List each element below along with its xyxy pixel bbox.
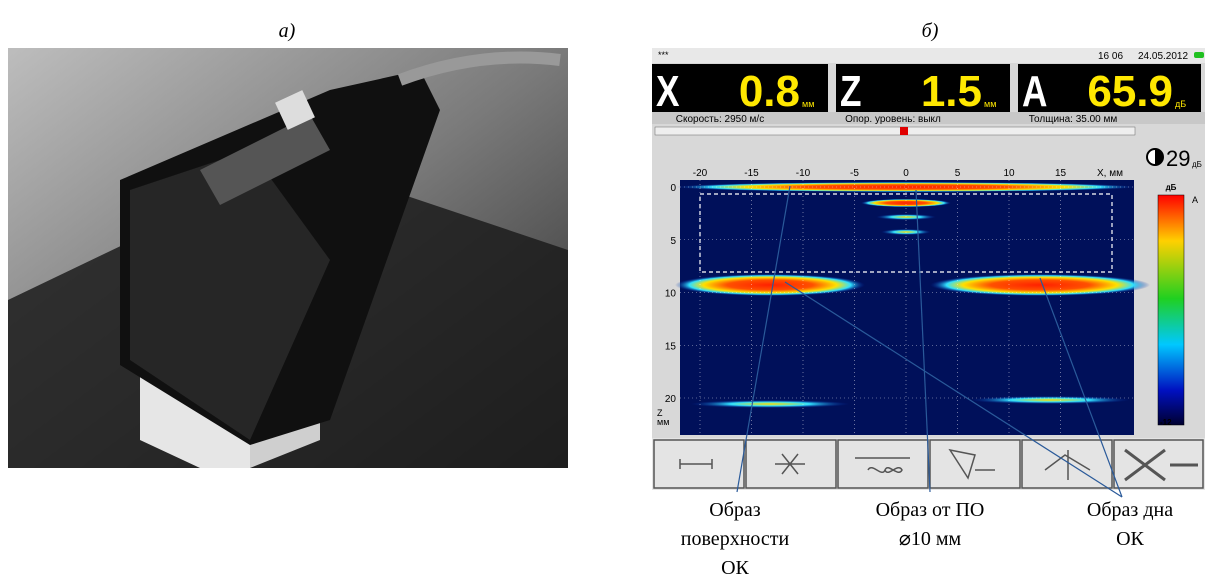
gain-value: 29 — [1166, 146, 1190, 171]
slider-thumb[interactable] — [900, 127, 908, 135]
status-date: 24.05.2012 — [1138, 51, 1188, 62]
readout-value: 65.9 — [1087, 67, 1173, 116]
x-tick-label: -15 — [744, 168, 759, 179]
x-axis-label: X, мм — [1097, 168, 1123, 179]
annotations: Образ поверхности ОК Образ от ПО ⌀10 мм Образ… — [681, 499, 1173, 579]
panel-label: б) — [922, 20, 939, 42]
z-tick-label: 15 — [665, 341, 677, 352]
info-row: Скорость: 2950 м/с Опор. уровень: выкл Тол… — [676, 114, 1118, 125]
info-text: Опор. уровень: выкл — [845, 114, 941, 125]
x-tick-label: 0 — [903, 168, 909, 179]
gain-unit: дБ — [1192, 160, 1202, 169]
figure: а) б) *** 16 06 24.05.2012 X0.8ммZ1.5ммA… — [0, 0, 1205, 583]
annotation-text: ОК — [721, 557, 749, 579]
colorbar-marker: A — [1192, 195, 1198, 205]
readout-name: Z — [840, 67, 862, 116]
status-time: 16 06 — [1098, 51, 1123, 62]
info-text: Скорость: 2950 м/с — [676, 114, 764, 125]
x-tick-label: 10 — [1003, 168, 1015, 179]
readout-unit: мм — [802, 99, 814, 109]
colorbar-unit: дБ — [1166, 183, 1177, 192]
colorbar — [1158, 195, 1184, 425]
status-marker: *** — [658, 50, 669, 60]
z-tick-label: 10 — [665, 289, 677, 300]
colorbar-min: -12 — [1160, 418, 1172, 427]
x-tick-label: -10 — [796, 168, 811, 179]
z-tick-label: 0 — [670, 183, 676, 194]
readout-unit: мм — [984, 99, 996, 109]
readout-name: A — [1022, 67, 1047, 116]
z-tick-label: 5 — [670, 236, 676, 247]
x-tick-label: -5 — [850, 168, 859, 179]
readout-value: 1.5 — [921, 67, 982, 116]
annotation-text: ⌀10 мм — [899, 528, 962, 550]
slider[interactable] — [655, 127, 1135, 135]
x-tick-label: -20 — [693, 168, 708, 179]
readout-value: 0.8 — [739, 67, 800, 116]
z-axis-label: мм — [657, 417, 669, 427]
readout-name: X — [656, 67, 680, 116]
photo — [8, 48, 568, 468]
body: а) б) *** 16 06 24.05.2012 X0.8ммZ1.5ммA… — [0, 0, 1205, 583]
battery-icon — [1194, 52, 1204, 58]
x-tick-label: 15 — [1055, 168, 1067, 179]
annotation-text: Образ от ПО — [876, 499, 985, 521]
annotation-text: Образ дна — [1087, 499, 1173, 521]
panel-label: а) — [279, 20, 296, 42]
page: Figure {"panels": {"a": {"label": "а)"},… — [0, 0, 1205, 583]
readout-unit: дБ — [1175, 99, 1186, 109]
annotation-text: Образ — [709, 499, 760, 521]
info-text: Толщина: 35.00 мм — [1029, 114, 1118, 125]
annotation-text: поверхности — [681, 528, 790, 550]
z-tick-label: 20 — [665, 394, 677, 405]
annotation-text: ОК — [1116, 528, 1144, 550]
x-tick-label: 5 — [955, 168, 961, 179]
